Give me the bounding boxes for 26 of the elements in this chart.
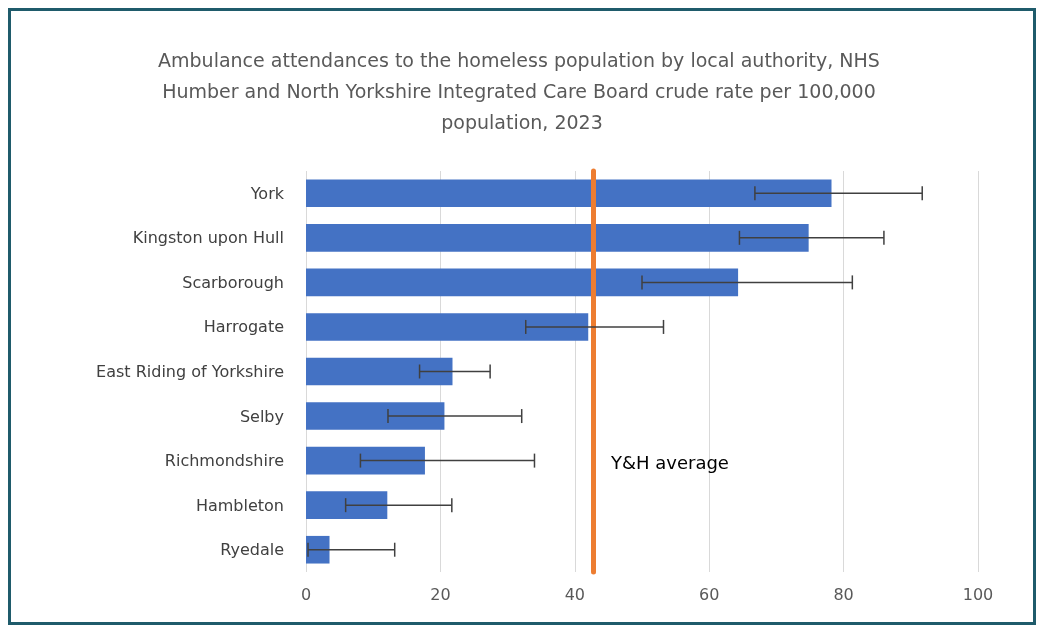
y-tick-label: East Riding of Yorkshire	[96, 362, 284, 381]
x-tick-label: 80	[833, 584, 854, 604]
x-tick-label: 20	[430, 584, 451, 604]
x-tick-label: 0	[300, 584, 312, 604]
bar	[306, 446, 425, 475]
y-tick-label: Harrogate	[203, 317, 284, 337]
y-tick-label: Kingston upon Hull	[132, 228, 284, 248]
y-tick-label: Hambleton	[195, 495, 284, 515]
y-tick-label: Selby	[239, 406, 284, 426]
x-tick-label: 60	[699, 584, 720, 604]
chart-title: Ambulance attendances to the homeless population by local authority, NHS Humber and North Yorkshire Integrated Care Board crude rate per 100,000 population, 2023	[158, 48, 886, 133]
bar	[306, 268, 739, 297]
x-tick-label: 100	[962, 584, 994, 604]
x-tick-label: 40	[564, 584, 585, 604]
bar	[306, 402, 445, 430]
bar	[306, 357, 453, 386]
y-tick-label: York	[249, 183, 285, 203]
y-tick-label: Ryedale	[220, 540, 284, 560]
bar	[306, 313, 589, 341]
bar	[306, 224, 809, 252]
bar	[306, 535, 330, 564]
y-tick-label: Richmondshire	[164, 451, 284, 471]
ref-line-label: Y&H average	[609, 452, 729, 474]
bar	[306, 491, 388, 519]
y-tick-label: Scarborough	[182, 272, 284, 292]
bar	[306, 179, 832, 208]
